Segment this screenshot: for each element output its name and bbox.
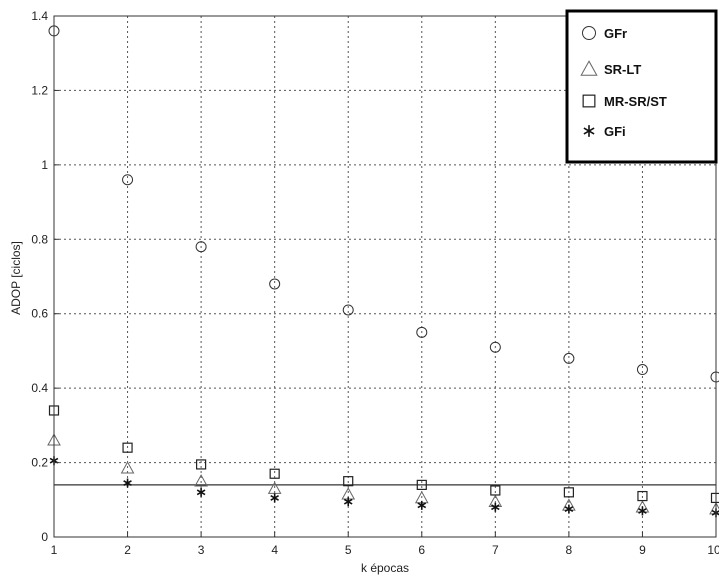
point-gfi — [123, 478, 132, 488]
y-tick-label: 0.8 — [31, 232, 48, 246]
point-mr-sr-st — [269, 468, 280, 479]
legend-label-gfr: GFr — [604, 26, 627, 41]
point-gfi — [270, 493, 279, 503]
axis-ticks: 1 2 3 4 5 6 7 8 9 10 0 0.2 0.4 0.6 0.8 1 1.2 1.4 — [31, 9, 719, 557]
x-tick-label: 7 — [492, 543, 499, 557]
point-gfr — [122, 174, 134, 186]
x-tick-label: 9 — [639, 543, 646, 557]
legend-item-gfi: GFi — [583, 124, 626, 139]
y-tick-label: 1.4 — [31, 9, 48, 23]
y-tick-label: 1.2 — [31, 83, 48, 97]
legend-label-mr-sr-st: MR-SR/ST — [604, 94, 667, 109]
x-tick-label: 3 — [198, 543, 205, 557]
point-mr-sr-st — [343, 476, 354, 487]
legend-marker-gfi — [583, 125, 595, 137]
point-gfi — [638, 506, 647, 516]
point-gfi — [417, 500, 427, 510]
legend-label-sr-lt: SR-LT — [604, 62, 641, 77]
legend-item-gfr: GFr — [582, 26, 627, 41]
x-tick-label: 10 — [707, 543, 719, 557]
x-tick-label: 6 — [418, 543, 425, 557]
point-gfr — [416, 326, 428, 338]
legend-box — [565, 9, 718, 164]
point-gfi — [196, 487, 206, 497]
point-gfr — [342, 304, 354, 316]
legend-item-mr-sr-st: MR-SR/ST — [582, 94, 667, 109]
y-tick-label: 0 — [41, 530, 48, 544]
point-gfr — [269, 278, 281, 290]
point-mr-sr-st — [196, 459, 207, 470]
point-mr-sr-st — [563, 487, 574, 498]
x-tick-label: 8 — [566, 543, 573, 557]
point-gfi — [343, 497, 353, 507]
legend-marker-gfr — [582, 26, 596, 40]
point-sr-lt — [194, 474, 208, 487]
y-axis-label: ADOP [ciclos] — [9, 241, 23, 315]
plot-frame — [53, 15, 717, 538]
point-mr-sr-st — [416, 479, 427, 490]
point-gfr — [563, 352, 575, 364]
legend-marker-mr-sr-st — [582, 94, 596, 108]
legend-label-gfi: GFi — [604, 124, 626, 139]
point-sr-lt — [267, 481, 282, 494]
x-axis-label: k épocas — [361, 561, 409, 575]
point-gfi — [491, 502, 500, 512]
y-tick-label: 1 — [41, 158, 48, 172]
y-tick-label: 0.4 — [31, 381, 48, 395]
point-sr-lt — [120, 461, 135, 474]
x-tick-label: 5 — [345, 543, 352, 557]
point-mr-sr-st — [490, 485, 501, 496]
y-tick-label: 0.2 — [31, 456, 48, 470]
point-mr-sr-st — [710, 492, 719, 504]
point-mr-sr-st — [637, 490, 648, 502]
x-tick-label: 4 — [271, 543, 278, 557]
point-gfi — [564, 504, 574, 514]
point-gfr — [710, 371, 719, 383]
y-tick-label: 0.6 — [31, 307, 48, 321]
legend-marker-sr-lt — [580, 60, 598, 76]
x-tick-label: 2 — [124, 543, 131, 557]
point-mr-sr-st — [122, 442, 133, 453]
point-gfr — [195, 241, 207, 253]
legend-item-sr-lt: SR-LT — [580, 60, 641, 77]
legend: GFr SR-LT MR-SR/ST GFi — [565, 9, 718, 164]
point-gfr — [489, 341, 501, 353]
x-tick-label: 1 — [51, 543, 58, 557]
point-gfr — [636, 364, 648, 376]
